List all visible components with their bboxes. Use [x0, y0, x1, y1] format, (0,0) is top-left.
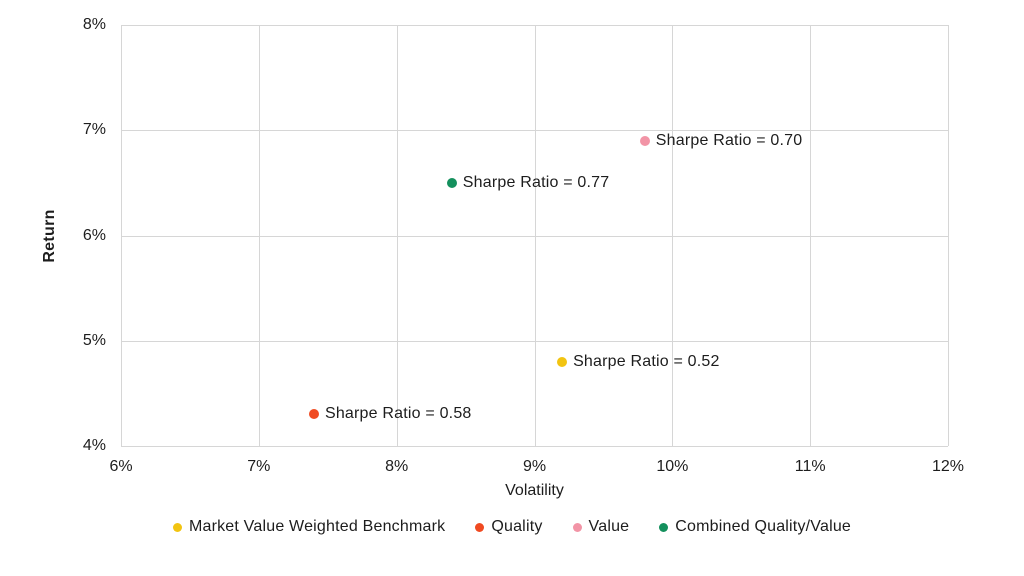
legend-dot [572, 522, 582, 532]
horizontal-gridline [121, 130, 948, 132]
data-point-label: Sharpe Ratio = 0.52 [573, 352, 720, 370]
horizontal-gridline [121, 235, 948, 237]
y-tick-label: 8% [82, 16, 106, 33]
vertical-gridline [948, 25, 949, 446]
horizontal-gridline [121, 25, 948, 26]
data-point[interactable] [308, 409, 319, 420]
y-tick-label: 4% [82, 437, 106, 454]
x-tick-label: 12% [931, 458, 965, 475]
legend-item[interactable]: Market Value Weighted Benchmark [172, 518, 446, 536]
legend-dot [659, 522, 669, 532]
data-point[interactable] [639, 135, 650, 146]
x-tick-label: 7% [247, 458, 271, 475]
x-tick-label: 11% [794, 458, 826, 475]
x-axis-title: Volatility [505, 482, 564, 499]
legend-label: Value [588, 518, 630, 535]
data-point[interactable] [557, 356, 568, 367]
legend-label: Combined Quality/Value [675, 518, 852, 535]
chart-legend: Market Value Weighted Benchmark Quality Va… [0, 518, 1024, 536]
data-point-label: Sharpe Ratio = 0.58 [324, 405, 472, 423]
horizontal-gridline [121, 340, 948, 342]
legend-dot [475, 522, 485, 532]
y-tick-label: 7% [82, 121, 106, 139]
legend-label: Market Value Weighted Benchmark [188, 518, 446, 535]
data-point-label: Sharpe Ratio = 0.70 [655, 131, 803, 149]
legend-item[interactable]: Value [572, 518, 630, 536]
legend-item[interactable]: Combined Quality/Value [659, 518, 851, 536]
x-tick-label: 10% [656, 458, 689, 475]
data-point[interactable] [446, 177, 457, 188]
plot-area: Sharpe Ratio = 0.52 Sharpe Ratio = 0.58 Sh… [121, 25, 949, 447]
horizontal-gridline [121, 446, 948, 447]
legend-label: Quality [491, 518, 543, 535]
legend-dot [172, 522, 182, 532]
legend-item[interactable]: Quality [475, 518, 542, 536]
x-tick-label: 8% [385, 458, 409, 475]
data-point-label: Sharpe Ratio = 0.77 [462, 173, 610, 191]
x-tick-label: 6% [109, 458, 133, 475]
x-tick-label: 9% [522, 458, 547, 475]
y-tick-label: 6% [82, 226, 106, 244]
y-tick-label: 5% [82, 331, 106, 349]
